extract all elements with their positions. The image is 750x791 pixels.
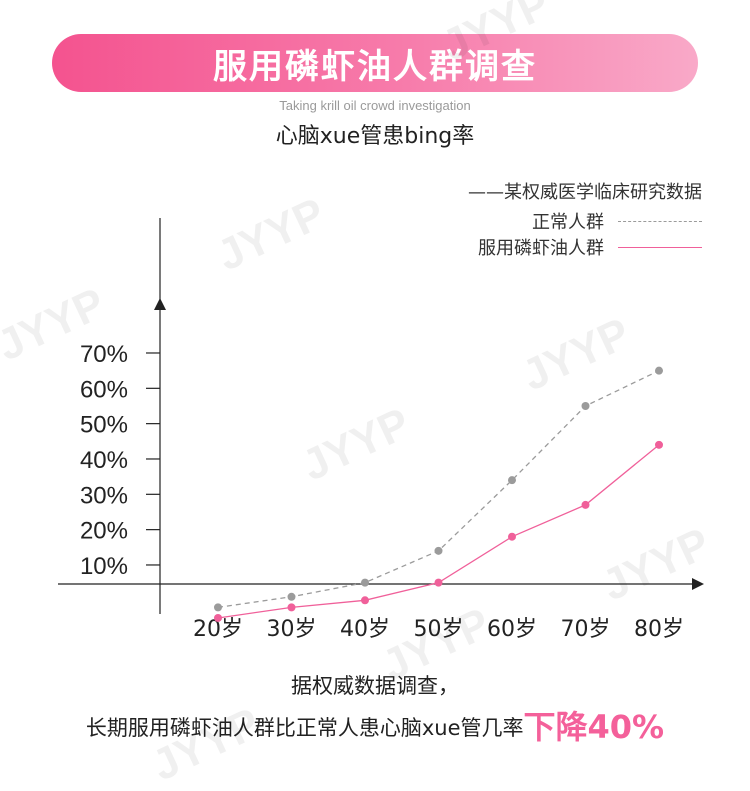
data-point-krill: [655, 440, 663, 449]
x-tick-label: 60岁: [487, 617, 537, 642]
data-point-normal: [581, 401, 590, 410]
data-point-krill: [434, 578, 443, 587]
x-tick-label: 30岁: [267, 617, 317, 642]
page-title: 服用磷虾油人群调查: [213, 46, 537, 87]
y-tick-label: 20%: [80, 518, 128, 545]
data-point-krill: [581, 500, 590, 509]
data-point-normal: [434, 546, 443, 555]
english-subtitle: Taking krill oil crowd investigation: [279, 98, 471, 113]
data-point-normal: [214, 603, 222, 612]
data-point-krill: [214, 613, 222, 622]
x-tick-label: 80岁: [634, 617, 684, 642]
y-tick-label: 60%: [80, 376, 128, 403]
y-tick-label: 40%: [80, 447, 128, 474]
legend-krill-swatch: [618, 246, 702, 248]
legend-normal-label: 正常人群: [532, 212, 604, 233]
legend-normal: 正常人群: [532, 208, 702, 234]
data-point-normal: [655, 366, 663, 375]
conclusion-line-1: 据权威数据调查，: [291, 674, 459, 698]
data-point-normal: [287, 592, 296, 601]
legend-krill-label: 服用磷虾油人群: [478, 238, 604, 259]
data-point-normal: [508, 476, 516, 485]
x-axis-arrow: [692, 578, 704, 590]
x-tick-label: 70岁: [561, 617, 611, 642]
source-note: ——某权威医学临床研究数据: [468, 182, 702, 203]
y-tick-label: 30%: [80, 482, 128, 509]
y-tick-label: 70%: [80, 341, 128, 368]
data-point-krill: [361, 596, 369, 605]
y-tick-label: 50%: [80, 412, 128, 439]
legend-normal-swatch: [618, 220, 702, 222]
x-tick-label: 50岁: [414, 617, 464, 642]
chart-title: 心脑xue管患bing率: [275, 124, 475, 149]
y-axis-arrow: [154, 298, 166, 310]
series-line-normal: [217, 370, 660, 609]
data-point-normal: [361, 578, 369, 587]
title-banner: 服用磷虾油人群调查: [52, 34, 698, 92]
conclusion-text: 长期服用磷虾油人群比正常人患心脑xue管几率: [85, 716, 524, 740]
y-tick-label: 10%: [80, 553, 128, 580]
conclusion-highlight: 下降40%: [523, 708, 665, 746]
conclusion-line-2: 长期服用磷虾油人群比正常人患心脑xue管几率下降40%: [0, 702, 750, 748]
legend-krill: 服用磷虾油人群: [478, 234, 702, 260]
series-line-krill: [217, 444, 660, 619]
x-tick-label: 40岁: [340, 617, 390, 642]
data-point-krill: [508, 532, 516, 541]
data-point-krill: [287, 603, 296, 612]
